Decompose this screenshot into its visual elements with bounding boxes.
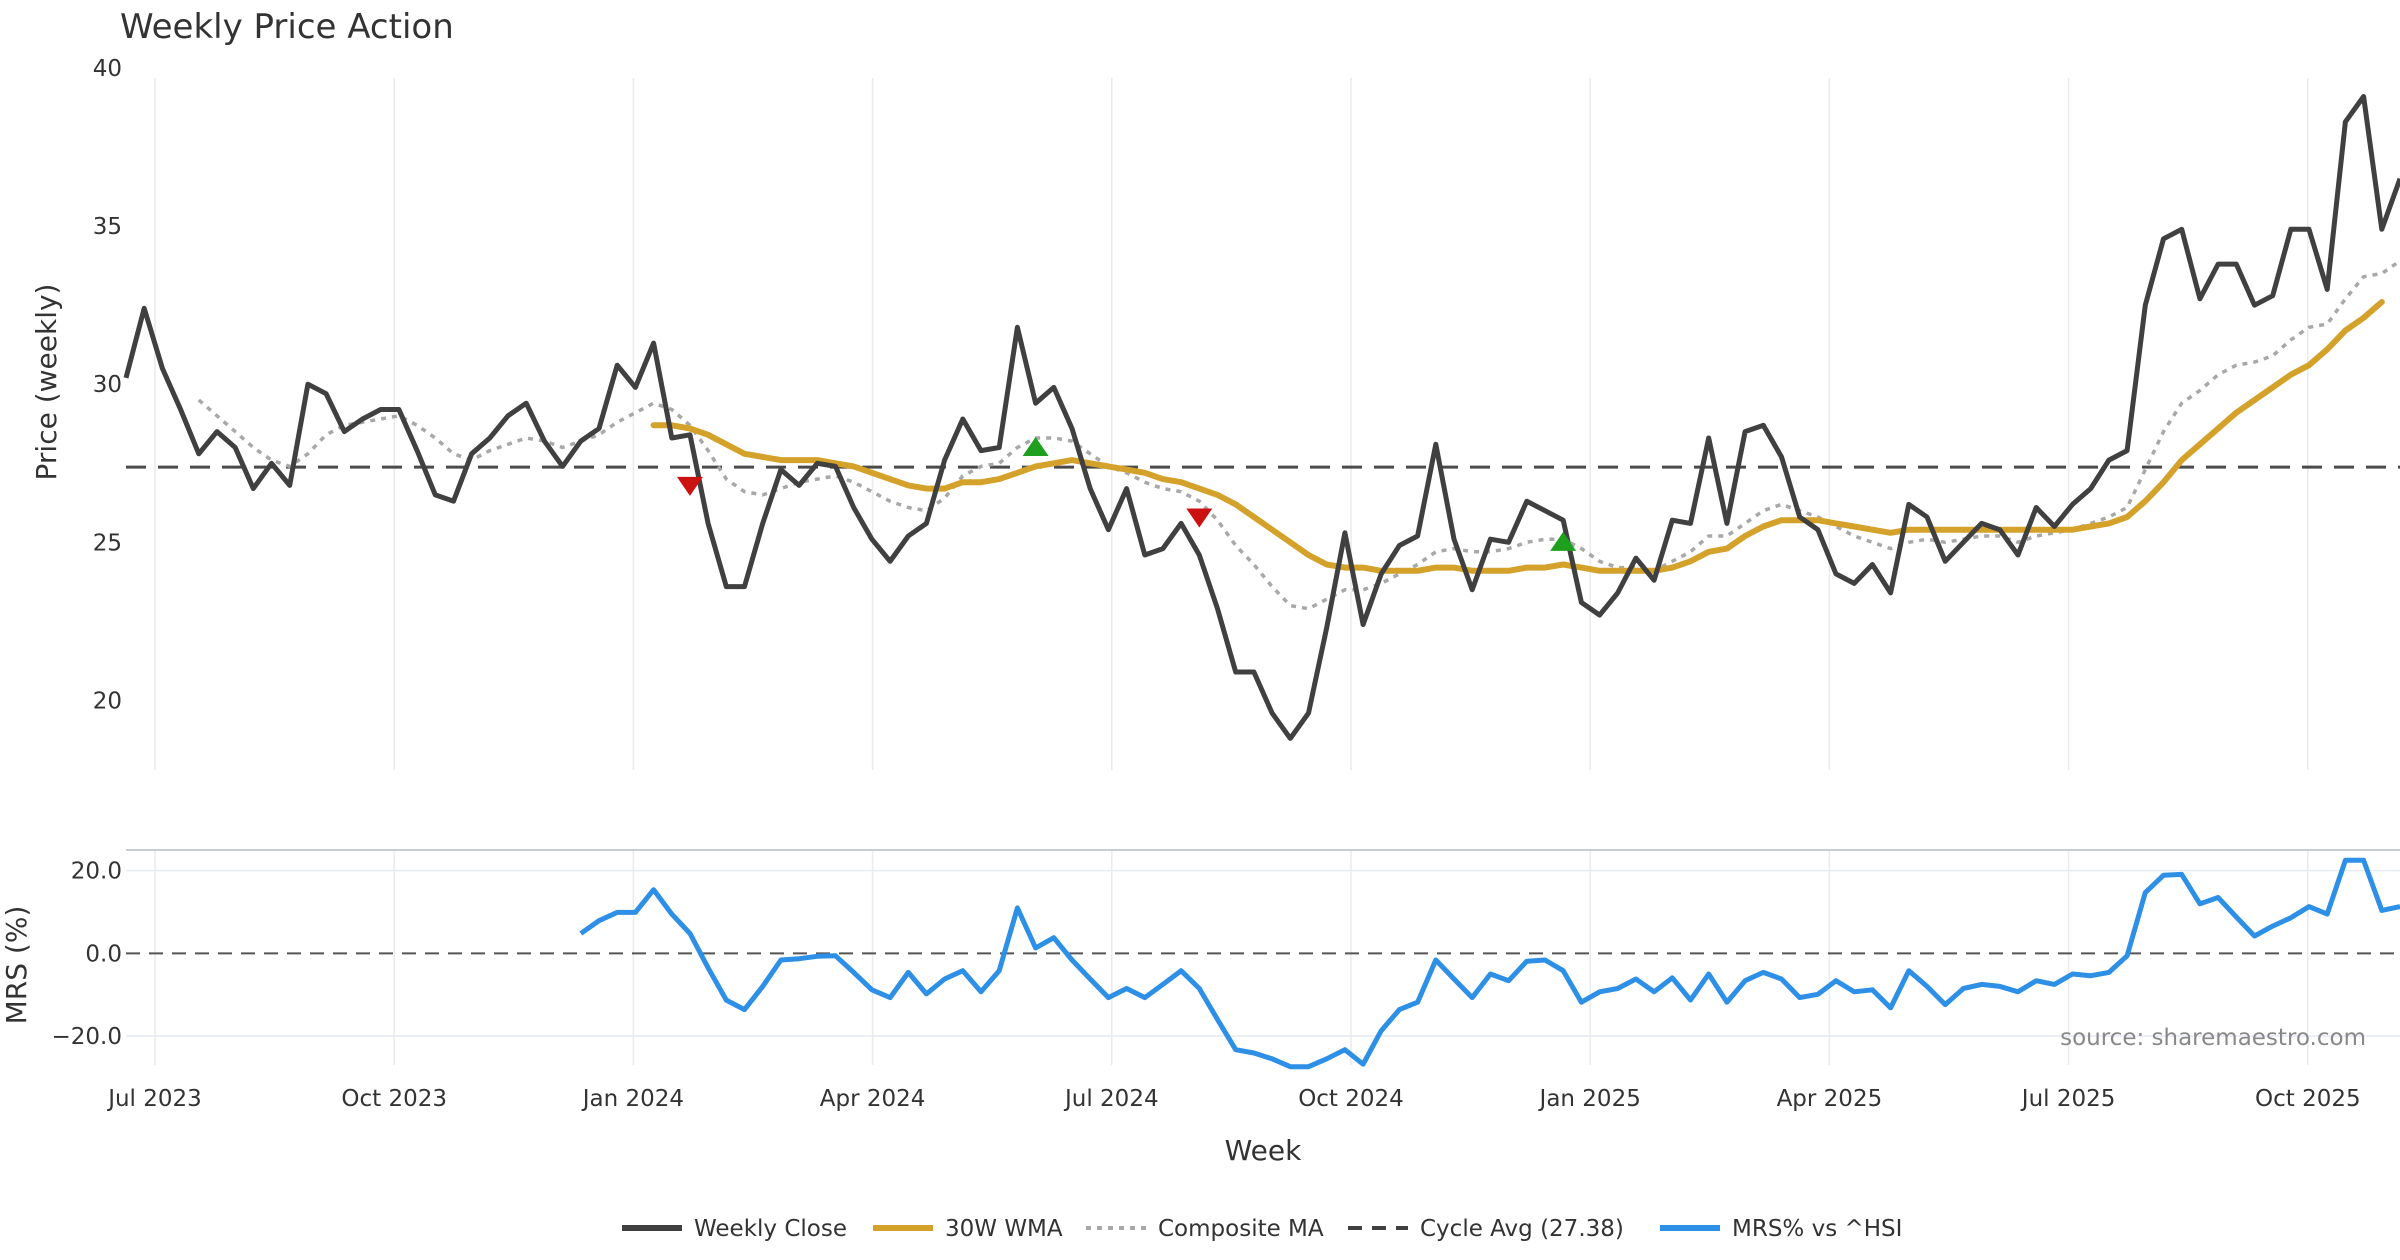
x-axis-label: Week (1225, 1134, 1302, 1167)
x-tick-label: Apr 2025 (1777, 1086, 1883, 1112)
legend-label: Cycle Avg (27.38) (1420, 1216, 1624, 1242)
buy-signal-marker (1022, 436, 1049, 456)
x-tick-label: Oct 2023 (341, 1086, 447, 1112)
mrs-tick-label: 0.0 (85, 941, 122, 967)
x-tick-label: Apr 2024 (820, 1086, 926, 1112)
price-tick-label: 40 (93, 56, 122, 82)
x-tick-label: Jul 2025 (2020, 1086, 2116, 1112)
grid (126, 78, 2400, 1065)
weekly-close-line (123, 94, 2400, 741)
legend-label: Weekly Close (694, 1216, 847, 1242)
axes: Jul 2023 Oct 2023 Jan 2024 Apr 2024 Jul 2024… (52, 56, 2361, 1112)
price-tick-label: 25 (93, 530, 122, 556)
price-axis-label: Price (weekly) (30, 284, 63, 481)
legend-label: MRS% vs ^HSI (1732, 1216, 1902, 1242)
price-panel (123, 94, 2400, 741)
x-tick-label: Jan 2025 (1538, 1086, 1641, 1112)
sell-signal-marker (1186, 508, 1213, 528)
legend-label: Composite MA (1158, 1216, 1324, 1242)
legend-label: 30W WMA (945, 1216, 1063, 1242)
mrs-tick-label: 20.0 (71, 859, 122, 885)
mrs-panel (126, 857, 2400, 1070)
source-note: source: sharemaestro.com (2060, 1025, 2366, 1051)
mrs-line (579, 857, 2400, 1070)
x-tick-label: Oct 2025 (2255, 1086, 2361, 1112)
x-tick-label: Jan 2024 (581, 1086, 684, 1112)
mrs-axis-label: MRS (%) (0, 906, 33, 1025)
x-tick-label: Jul 2023 (106, 1086, 202, 1112)
buy-signal-marker (1550, 531, 1577, 551)
chart-title: Weekly Price Action (120, 7, 454, 47)
composite-ma-line (197, 259, 2400, 611)
sell-signal-marker (676, 476, 703, 496)
price-tick-label: 35 (93, 214, 122, 240)
x-tick-label: Jul 2024 (1063, 1086, 1159, 1112)
price-tick-label: 30 (93, 372, 122, 398)
mrs-tick-label: −20.0 (52, 1024, 122, 1050)
wma-30-line (650, 299, 2385, 574)
price-tick-label: 20 (93, 688, 122, 714)
x-tick-label: Oct 2024 (1298, 1086, 1404, 1112)
legend: Weekly Close 30W WMA Composite MA Cycle Avg… (622, 1216, 1902, 1242)
